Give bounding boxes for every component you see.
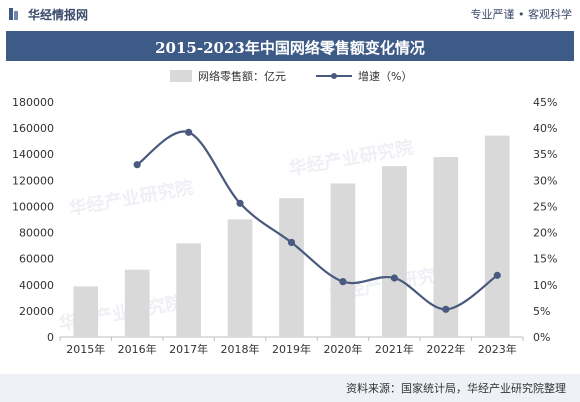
brand-logo-icon <box>9 8 18 20</box>
title-bar: 2015-2023年中国网络零售额变化情况 <box>6 31 574 61</box>
source-note: 资料来源：国家统计局，华经产业研究院整理 <box>346 382 566 395</box>
footer: 资料来源：国家统计局，华经产业研究院整理 <box>0 374 580 402</box>
bar <box>176 243 201 337</box>
y-right-tick-label: 5% <box>533 305 550 318</box>
y-left-tick-label: 100000 <box>12 200 54 213</box>
x-tick-label: 2016年 <box>118 342 157 356</box>
bar <box>382 166 407 337</box>
slogan: 专业严谨 • 客观科学 <box>470 8 572 21</box>
y-left-tick-label: 140000 <box>12 148 54 161</box>
growth-point <box>236 199 244 207</box>
legend-bar-label: 网络零售额：亿元 <box>198 70 286 83</box>
watermark-text: 华经产业研究院 <box>67 176 195 220</box>
y-right-tick-label: 45% <box>533 96 557 109</box>
top-bar: 华经情报网 专业严谨 • 客观科学 <box>0 0 580 28</box>
bar <box>227 219 253 337</box>
brand-name: 华经情报网 <box>28 7 89 22</box>
chart: 华经产业研究院华经产业研究院华经产业研究院华经产业研究院020000400006… <box>12 96 557 356</box>
x-tick-label: 2020年 <box>323 342 362 356</box>
y-left-tick-label: 160000 <box>12 122 54 135</box>
growth-point <box>339 278 347 286</box>
y-right-tick-label: 35% <box>533 148 557 161</box>
bar <box>330 183 356 337</box>
y-left-tick-label: 120000 <box>12 174 54 187</box>
x-tick-label: 2023年 <box>478 342 517 356</box>
x-tick-label: 2017年 <box>169 342 208 356</box>
growth-point <box>493 271 501 279</box>
y-left-tick-label: 60000 <box>19 253 54 266</box>
y-right-tick-label: 20% <box>533 227 557 240</box>
growth-point <box>185 128 193 136</box>
y-left-tick-label: 20000 <box>19 305 54 318</box>
chart-title: 2015-2023年中国网络零售额变化情况 <box>155 39 425 57</box>
bar <box>279 198 304 337</box>
legend-bar-swatch <box>170 70 192 82</box>
legend: 网络零售额：亿元 增速（%） <box>170 68 412 84</box>
y-left-tick-label: 80000 <box>19 227 54 240</box>
y-right-tick-label: 15% <box>533 253 557 266</box>
y-right-tick-label: 30% <box>533 174 557 187</box>
y-left-tick-label: 180000 <box>12 96 54 109</box>
x-tick-label: 2021年 <box>375 342 414 356</box>
legend-line-swatch <box>316 73 352 79</box>
y-right-tick-label: 0% <box>533 331 550 344</box>
growth-point <box>133 161 141 169</box>
legend-line-label: 增速（%） <box>358 70 413 83</box>
bar <box>124 269 150 337</box>
x-tick-label: 2022年 <box>426 342 465 356</box>
brand: 华经情报网 <box>8 5 88 23</box>
growth-point <box>287 238 296 247</box>
x-tick-label: 2019年 <box>272 342 311 356</box>
bar <box>73 286 99 337</box>
growth-line <box>136 130 498 311</box>
x-tick-label: 2015年 <box>66 342 105 356</box>
y-right-tick-label: 40% <box>533 122 557 135</box>
bar <box>484 135 510 337</box>
growth-point <box>390 274 398 282</box>
y-left-tick-label: 0 <box>47 331 54 344</box>
growth-point <box>442 305 450 313</box>
y-right-tick-label: 25% <box>533 200 557 213</box>
y-right-tick-label: 10% <box>533 279 557 292</box>
x-tick-label: 2018年 <box>221 342 260 356</box>
y-left-tick-label: 40000 <box>19 279 54 292</box>
